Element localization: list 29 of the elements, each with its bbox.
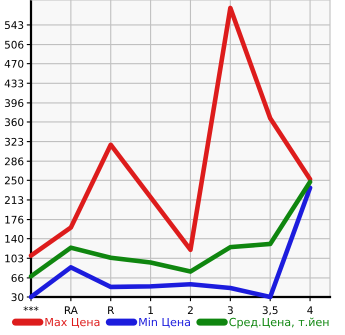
y-tick-label: 286 (4, 157, 24, 166)
y-tick-label: 506 (4, 40, 24, 49)
x-tick-label: 4 (307, 306, 313, 314)
x-tick-label: 2 (188, 306, 193, 314)
y-tick-label: 433 (4, 79, 24, 88)
line-series (28, 6, 312, 258)
y-tick-label: 396 (4, 99, 24, 107)
x-tick-label: R (108, 306, 114, 314)
y-tick-label: 543 (4, 21, 24, 30)
y-tick-label: 30 (12, 293, 24, 302)
y-tick-label: 176 (5, 216, 24, 224)
x-tick-label: 3 (228, 306, 233, 314)
legend-label: Max Цена (45, 318, 100, 328)
line-series (28, 180, 312, 279)
line-series (28, 185, 312, 300)
y-tick-label: 360 (4, 118, 24, 126)
y-tick-label: 470 (4, 60, 24, 68)
x-tick-label: 3,5 (262, 306, 278, 316)
legend-label: Min Цена (139, 318, 190, 328)
y-tick-label: 103 (5, 254, 24, 262)
y-tick-label: 323 (4, 138, 24, 146)
y-tick-label: 66 (12, 274, 24, 282)
x-tick-label: RA (64, 306, 78, 314)
legend-label: Сред.Цена, т.йен (229, 318, 329, 328)
y-tick-label: 140 (5, 234, 24, 243)
x-tick-label: 1 (148, 306, 153, 314)
x-tick-label: *** (24, 306, 38, 311)
y-tick-label: 250 (4, 176, 24, 184)
y-tick-label: 213 (4, 196, 24, 204)
